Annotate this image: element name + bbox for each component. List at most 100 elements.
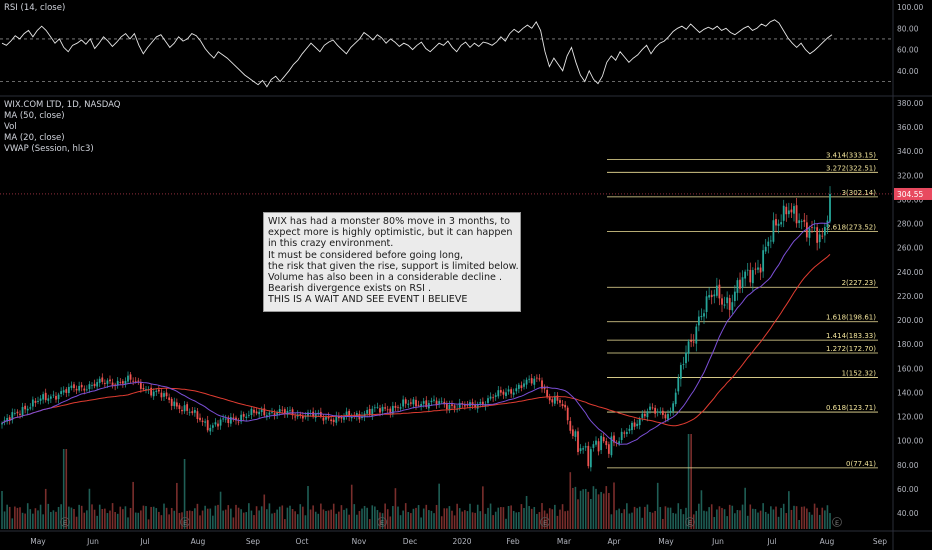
last-price-label: 304.55: [897, 190, 923, 199]
volume-bar: [299, 504, 302, 529]
volume-bar: [435, 504, 438, 529]
candle-body: [73, 384, 75, 389]
candle-body: [268, 412, 271, 415]
candle-body: [34, 400, 37, 403]
volume-bar: [587, 491, 590, 529]
candle-body: [127, 375, 129, 382]
moving-averages: [1, 221, 831, 445]
earnings-marker-label: E: [183, 519, 187, 527]
candle-body: [6, 418, 9, 422]
price-tick-label: 320.00: [897, 171, 923, 180]
time-tick-label: Aug: [191, 537, 206, 546]
volume-bar: [446, 508, 448, 529]
candle-body: [101, 377, 104, 382]
volume-bar: [669, 507, 672, 529]
candle-body: [649, 406, 651, 410]
candle-body: [530, 378, 533, 384]
candle-body: [499, 390, 502, 393]
volume-bar: [140, 510, 142, 529]
volume-bar: [181, 512, 183, 529]
candle-body: [805, 222, 808, 238]
volume-bar: [793, 505, 795, 529]
candle-body: [821, 235, 824, 237]
candle-body: [492, 397, 495, 399]
volume-bar: [785, 513, 788, 529]
rsi-pane: 100.00 80.00 60.00 40.00: [0, 3, 923, 88]
volume-bar: [96, 515, 98, 529]
volume-bar: [782, 503, 785, 529]
volume-bar: [39, 504, 42, 529]
candle-body: [487, 398, 489, 403]
volume-bar: [34, 508, 37, 529]
volume-bar: [345, 508, 348, 529]
candle-body: [286, 410, 289, 415]
volume-bar: [716, 509, 718, 529]
candle-body: [283, 409, 286, 414]
candle-body: [721, 298, 723, 305]
candle-body: [420, 404, 423, 407]
volume-bar: [302, 506, 304, 529]
ma20-legend[interactable]: MA (20, close): [4, 133, 65, 143]
volume-bar: [104, 508, 106, 529]
volume-bar: [546, 513, 548, 529]
earnings-marker-label: E: [380, 519, 384, 527]
vwap-legend[interactable]: VWAP (Session, hlc3): [4, 144, 94, 154]
volume-bar: [65, 449, 68, 529]
volume-bar: [24, 513, 26, 529]
candle-body: [646, 411, 649, 418]
candle-body: [289, 410, 291, 412]
candle-body: [381, 406, 384, 412]
candle-body: [718, 284, 721, 299]
candle-body: [170, 398, 173, 406]
volume-bar: [559, 509, 561, 529]
candle-body: [659, 411, 662, 413]
volume-bar: [242, 512, 245, 529]
volume-bar: [723, 509, 726, 529]
symbol-legend[interactable]: WIX.COM LTD, 1D, NASDAQ: [4, 100, 121, 110]
candle-body: [474, 404, 477, 408]
candle-body: [16, 411, 19, 414]
rsi-legend[interactable]: RSI (14, close): [4, 3, 66, 13]
volume-bar: [613, 482, 615, 529]
volume-bar: [309, 509, 312, 529]
candle-body: [523, 383, 525, 387]
volume-bar: [201, 510, 204, 529]
candle-body: [517, 384, 520, 389]
candle-body: [823, 227, 826, 236]
candle-body: [325, 416, 327, 420]
volume-bar: [464, 510, 466, 529]
candle-body: [404, 399, 407, 404]
volume-bar: [281, 505, 284, 529]
ma50-legend[interactable]: MA (50, close): [4, 111, 65, 121]
earnings-marker-label: E: [543, 519, 547, 527]
volume-bar: [638, 506, 641, 529]
volume-bar: [538, 512, 541, 529]
candle-body: [654, 407, 657, 414]
candle-body: [19, 413, 21, 415]
volume-bar: [320, 503, 322, 529]
candle-body: [399, 407, 402, 409]
vol-legend[interactable]: Vol: [4, 122, 17, 132]
candle-body: [435, 400, 438, 406]
candle-body: [708, 295, 711, 298]
candle-body: [49, 396, 52, 399]
volume-bar: [278, 506, 281, 529]
candle-body: [237, 421, 240, 423]
candle-body: [643, 413, 646, 417]
candle-body: [142, 387, 145, 390]
candle-body: [165, 392, 168, 397]
candle-body: [422, 401, 425, 404]
candle-body: [664, 414, 667, 419]
candle-body: [816, 227, 819, 243]
volume-bar: [502, 507, 505, 529]
candle-body: [692, 341, 695, 343]
candle-body: [322, 417, 325, 421]
analysis-note[interactable]: WIX has had a monster 80% move in 3 mont…: [263, 212, 521, 312]
volume-bar: [440, 516, 443, 529]
volume-bar: [569, 472, 572, 529]
volume-bar: [152, 506, 155, 529]
volume-bar: [687, 434, 690, 529]
volume-bar: [116, 513, 119, 529]
candle-body: [373, 407, 376, 409]
